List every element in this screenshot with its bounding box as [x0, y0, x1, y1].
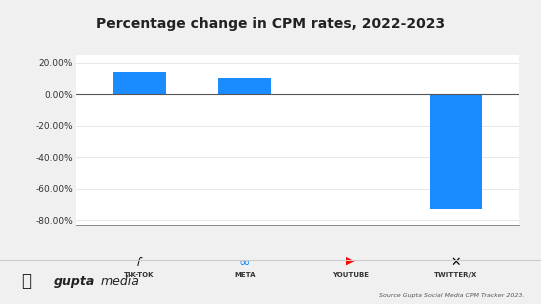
Text: gupta: gupta: [54, 275, 95, 288]
Text: $\mathcal{f}$: $\mathcal{f}$: [135, 256, 143, 268]
Bar: [219, 78, 271, 94]
Bar: [113, 72, 166, 94]
Text: TWITTER/X: TWITTER/X: [434, 272, 478, 278]
Text: ✕: ✕: [451, 256, 461, 268]
Text: media: media: [100, 275, 139, 288]
Text: YOUTUBE: YOUTUBE: [332, 272, 369, 278]
Text: ∞: ∞: [239, 256, 250, 270]
Bar: [430, 94, 483, 209]
Text: META: META: [234, 272, 255, 278]
Text: TIK-TOK: TIK-TOK: [124, 272, 154, 278]
Text: Source Gupta Social Media CPM Tracker 2023.: Source Gupta Social Media CPM Tracker 20…: [379, 293, 525, 298]
Text: 🦏: 🦏: [22, 272, 31, 290]
Bar: [324, 94, 377, 95]
Text: Percentage change in CPM rates, 2022-2023: Percentage change in CPM rates, 2022-202…: [96, 17, 445, 31]
Text: ▶: ▶: [346, 256, 354, 265]
